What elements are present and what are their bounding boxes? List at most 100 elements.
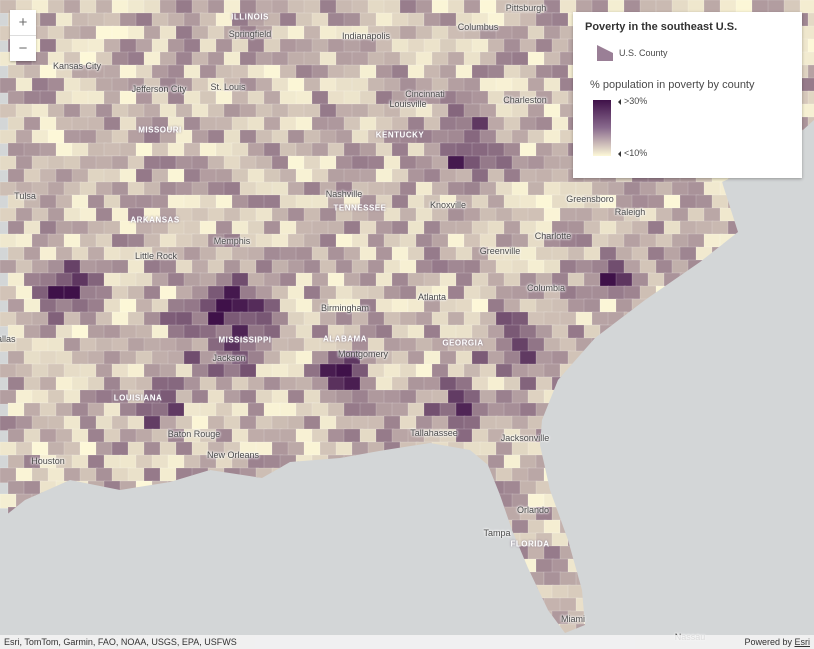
county-polygon[interactable]	[583, 246, 602, 262]
county-polygon[interactable]	[199, 194, 219, 210]
county-polygon[interactable]	[463, 389, 481, 404]
county-polygon[interactable]	[207, 155, 225, 171]
county-polygon[interactable]	[175, 181, 193, 196]
county-polygon[interactable]	[327, 220, 346, 236]
county-polygon[interactable]	[575, 285, 595, 300]
county-polygon[interactable]	[495, 207, 514, 223]
county-polygon[interactable]	[343, 168, 363, 184]
county-polygon[interactable]	[207, 25, 227, 40]
county-polygon[interactable]	[399, 155, 418, 170]
county-polygon[interactable]	[95, 363, 114, 379]
county-polygon[interactable]	[7, 64, 25, 79]
county-polygon[interactable]	[23, 402, 42, 418]
county-polygon[interactable]	[39, 142, 59, 158]
county-polygon[interactable]	[455, 64, 475, 79]
county-polygon[interactable]	[383, 311, 402, 327]
county-polygon[interactable]	[175, 363, 193, 379]
county-polygon[interactable]	[111, 259, 130, 275]
county-polygon[interactable]	[103, 220, 121, 236]
county-polygon[interactable]	[455, 246, 473, 261]
county-polygon[interactable]	[527, 129, 546, 145]
county-polygon[interactable]	[239, 103, 258, 118]
county-polygon[interactable]	[111, 77, 131, 92]
county-polygon[interactable]	[359, 142, 378, 157]
county-polygon[interactable]	[0, 103, 19, 119]
county-polygon[interactable]	[295, 12, 313, 28]
county-polygon[interactable]	[319, 311, 337, 328]
county-polygon[interactable]	[239, 363, 259, 378]
county-polygon[interactable]	[511, 129, 530, 144]
county-polygon[interactable]	[39, 428, 59, 445]
county-polygon[interactable]	[207, 181, 226, 197]
county-polygon[interactable]	[263, 38, 283, 55]
county-polygon[interactable]	[415, 311, 434, 326]
county-polygon[interactable]	[279, 324, 299, 340]
county-polygon[interactable]	[143, 51, 162, 66]
county-polygon[interactable]	[95, 129, 115, 144]
county-polygon[interactable]	[655, 259, 673, 275]
county-polygon[interactable]	[111, 181, 131, 196]
county-polygon[interactable]	[415, 363, 435, 379]
county-polygon[interactable]	[223, 285, 243, 301]
county-polygon[interactable]	[159, 0, 178, 14]
county-polygon[interactable]	[31, 363, 50, 378]
county-polygon[interactable]	[55, 246, 74, 262]
county-polygon[interactable]	[7, 246, 25, 262]
county-polygon[interactable]	[295, 194, 314, 209]
county-polygon[interactable]	[255, 285, 274, 300]
county-polygon[interactable]	[199, 220, 218, 236]
county-polygon[interactable]	[279, 298, 298, 313]
county-polygon[interactable]	[487, 168, 507, 183]
county-polygon[interactable]	[143, 363, 162, 378]
county-polygon[interactable]	[399, 259, 419, 275]
county-polygon[interactable]	[215, 168, 234, 183]
county-polygon[interactable]	[15, 363, 34, 378]
county-polygon[interactable]	[199, 298, 217, 313]
county-polygon[interactable]	[551, 168, 571, 184]
county-polygon[interactable]	[159, 155, 177, 172]
county-polygon[interactable]	[239, 0, 258, 14]
county-polygon[interactable]	[39, 12, 58, 28]
county-polygon[interactable]	[239, 155, 258, 170]
county-polygon[interactable]	[519, 402, 537, 417]
county-polygon[interactable]	[439, 142, 458, 158]
county-polygon[interactable]	[223, 51, 243, 66]
county-polygon[interactable]	[215, 272, 234, 288]
county-polygon[interactable]	[23, 246, 43, 261]
county-polygon[interactable]	[295, 168, 313, 185]
county-polygon[interactable]	[447, 233, 465, 248]
county-polygon[interactable]	[367, 51, 387, 67]
county-polygon[interactable]	[191, 207, 209, 223]
county-polygon[interactable]	[319, 77, 337, 92]
county-polygon[interactable]	[175, 259, 194, 275]
county-polygon[interactable]	[55, 402, 73, 418]
county-polygon[interactable]	[375, 220, 394, 237]
county-polygon[interactable]	[159, 441, 177, 456]
county-polygon[interactable]	[0, 389, 17, 405]
county-polygon[interactable]	[407, 116, 425, 132]
county-polygon[interactable]	[391, 12, 410, 28]
county-polygon[interactable]	[191, 129, 210, 144]
county-polygon[interactable]	[551, 324, 570, 339]
county-polygon[interactable]	[319, 389, 337, 406]
county-polygon[interactable]	[63, 77, 81, 93]
county-polygon[interactable]	[295, 428, 313, 444]
county-polygon[interactable]	[431, 0, 450, 14]
county-polygon[interactable]	[807, 90, 814, 107]
county-polygon[interactable]	[127, 337, 145, 352]
county-polygon[interactable]	[599, 246, 619, 261]
county-polygon[interactable]	[543, 207, 563, 224]
county-polygon[interactable]	[63, 259, 82, 275]
county-polygon[interactable]	[319, 415, 339, 431]
county-polygon[interactable]	[207, 285, 225, 301]
county-polygon[interactable]	[359, 402, 378, 419]
county-polygon[interactable]	[263, 428, 283, 443]
county-polygon[interactable]	[79, 207, 97, 222]
county-polygon[interactable]	[87, 38, 106, 53]
county-polygon[interactable]	[367, 181, 386, 197]
county-polygon[interactable]	[591, 233, 610, 248]
county-polygon[interactable]	[439, 246, 459, 262]
county-polygon[interactable]	[47, 311, 66, 327]
county-polygon[interactable]	[647, 272, 667, 289]
county-polygon[interactable]	[367, 311, 386, 327]
